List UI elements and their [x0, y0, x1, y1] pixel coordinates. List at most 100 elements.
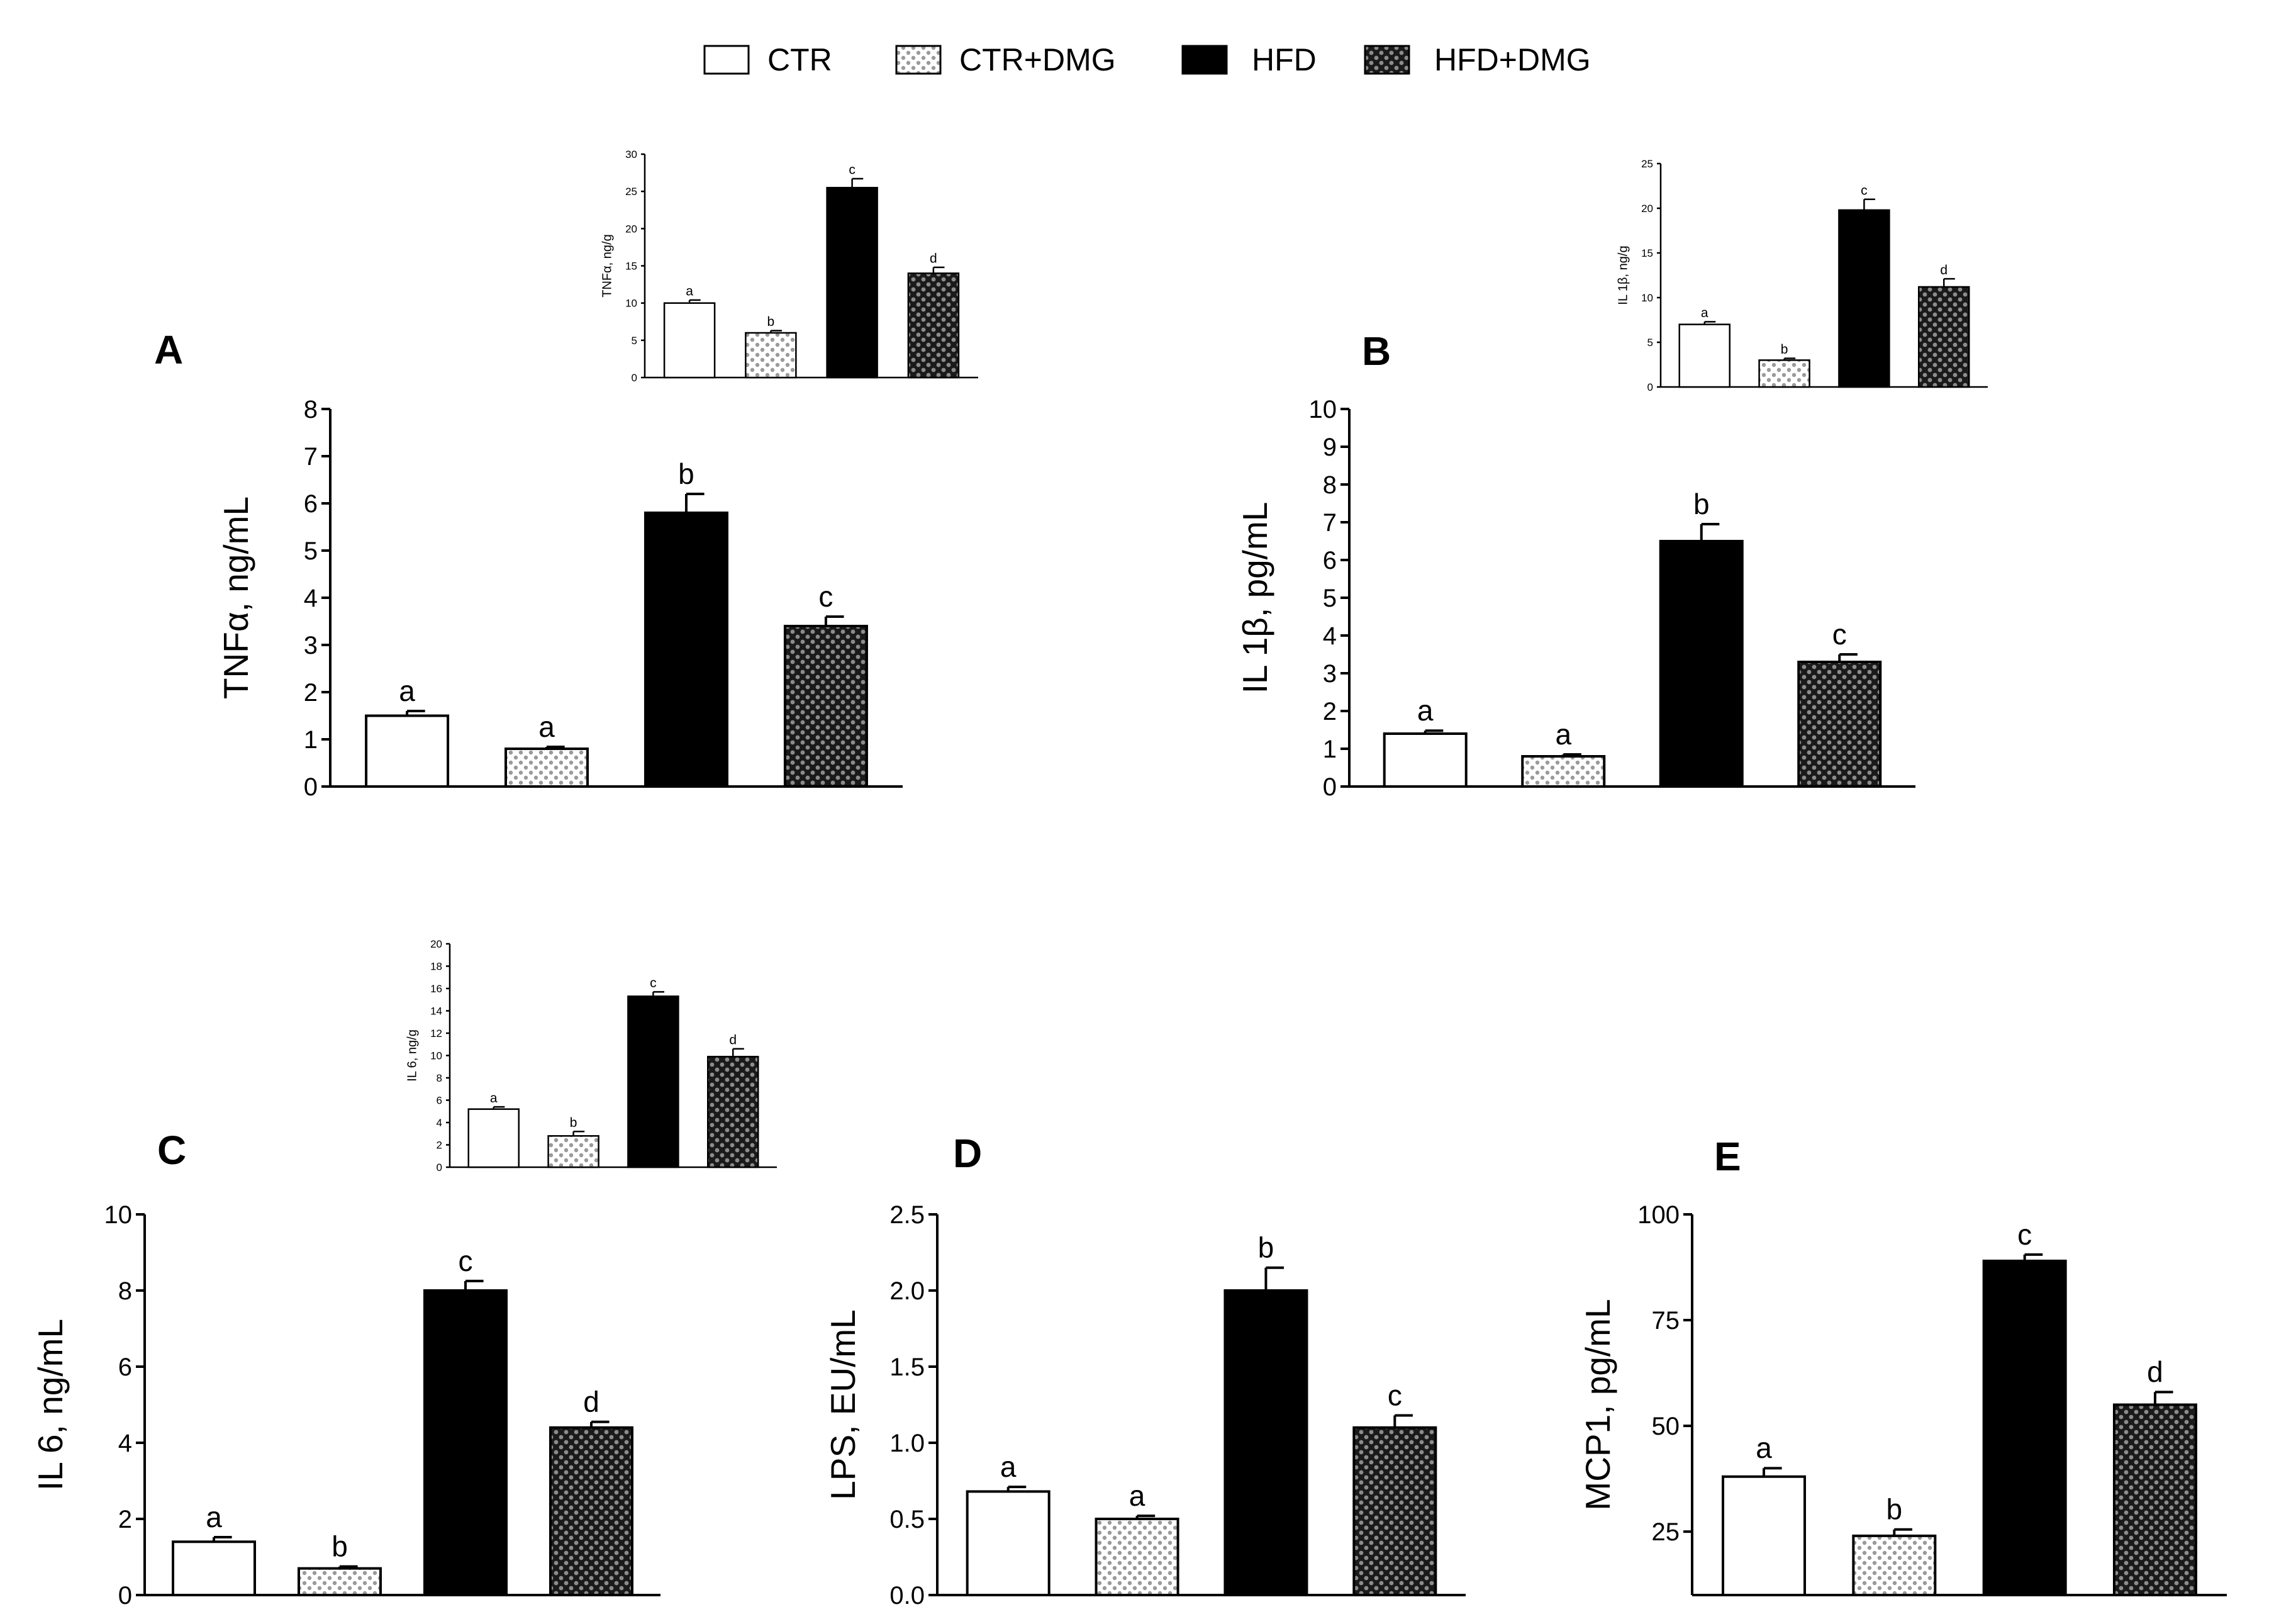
- legend-swatch-ctr: [703, 45, 750, 75]
- panel-letter-e: E: [1714, 1134, 1741, 1179]
- y-tick-label-a-main: 2: [304, 679, 318, 707]
- sig-letter-b-inset-hfd-dmg: d: [1940, 263, 1948, 277]
- sig-letter-e-main-hfd-dmg: d: [2147, 1355, 2163, 1388]
- y-tick-label-d-main: 2.5: [889, 1201, 925, 1229]
- sig-letter-a-main-hfd-dmg: c: [818, 580, 833, 613]
- y-axis-title-c-main: IL 6, ng/mL: [31, 1319, 70, 1491]
- y-tick-label-a-main: 5: [304, 537, 318, 565]
- bar-c-inset-hfd: [627, 995, 679, 1168]
- y-tick-label-c-inset: 0: [437, 1162, 442, 1173]
- bar-c-main-ctr-dmg: [298, 1567, 382, 1596]
- y-tick-label-a-inset: 25: [625, 186, 637, 198]
- bar-a-inset-ctr: [663, 302, 716, 379]
- y-tick-label-b-main: 4: [1323, 622, 1337, 650]
- y-axis-title-a-main: TNFα, ng/mL: [216, 496, 255, 699]
- y-tick-label-e-main: 25: [1652, 1518, 1680, 1546]
- y-axis-title-d-main: LPS, EU/mL: [823, 1309, 862, 1500]
- chart-c-main: 0 2 4 6 8 10 IL 6, ng/mL a b c d: [31, 1201, 660, 1610]
- sig-letter-d-main-hfd-dmg: c: [1388, 1379, 1402, 1411]
- bar-c-inset-ctr: [467, 1108, 520, 1168]
- y-tick-label-d-main: 1.0: [889, 1430, 925, 1457]
- y-tick-label-b-main: 3: [1323, 660, 1337, 688]
- y-tick-label-a-main: 8: [304, 396, 318, 423]
- sig-letter-b-main-hfd-dmg: c: [1832, 618, 1847, 651]
- chart-a-inset: 0 5 10 15 20 25 30 TNFα, ng/g a b c d: [600, 148, 978, 384]
- y-tick-label-c-inset: 14: [430, 1005, 442, 1017]
- y-tick-label-c-inset: 2: [437, 1139, 442, 1151]
- y-tick-label-b-inset: 15: [1641, 247, 1653, 259]
- y-tick-label-d-main: 0.0: [889, 1582, 925, 1610]
- bar-e-main-hfd-dmg: [2112, 1403, 2197, 1596]
- y-tick-label-b-main: 5: [1323, 585, 1337, 612]
- y-tick-label-c-main: 6: [118, 1353, 132, 1381]
- bar-d-main-ctr-dmg: [1095, 1518, 1179, 1596]
- y-axis-title-c-inset: IL 6, ng/g: [405, 1029, 419, 1082]
- chart-c-inset: 0 2 4 6 8 10 12 14 16 18 20 IL 6, ng/g a b c d: [405, 938, 777, 1173]
- bar-a-main-hfd: [644, 512, 728, 788]
- bar-d-main-hfd: [1223, 1289, 1308, 1596]
- y-tick-label-d-main: 2.0: [889, 1277, 925, 1305]
- sig-letter-d-main-ctr: a: [1000, 1450, 1017, 1483]
- y-tick-label-a-inset: 0: [632, 372, 637, 384]
- y-tick-label-c-inset: 6: [437, 1094, 442, 1106]
- bar-d-main-hfd-dmg: [1352, 1426, 1437, 1597]
- y-tick-label-c-inset: 4: [437, 1117, 442, 1129]
- y-tick-label-c-inset: 12: [430, 1028, 442, 1039]
- sig-letter-e-main-ctr-dmg: b: [1886, 1493, 1903, 1526]
- y-tick-label-b-main: 2: [1323, 698, 1337, 725]
- bar-a-inset-ctr-dmg: [745, 332, 797, 379]
- chart-b-inset: 0 5 10 15 20 25 IL 1β, ng/g a b c d: [1616, 158, 1988, 393]
- legend-label-hfd-dmg: HFD+DMG: [1434, 42, 1591, 77]
- sig-letter-b-main-ctr: a: [1417, 694, 1434, 727]
- y-tick-label-a-main: 0: [304, 773, 318, 801]
- y-axis-title-e-main: MCP1, pg/mL: [1578, 1299, 1617, 1510]
- sig-letter-a-main-hfd: b: [678, 457, 694, 490]
- sig-letter-a-inset-ctr-dmg: b: [767, 315, 775, 329]
- bar-b-main-hfd: [1659, 540, 1744, 788]
- y-tick-label-a-main: 7: [304, 443, 318, 471]
- sig-letter-a-inset-ctr: a: [686, 284, 693, 299]
- bar-e-main-ctr: [1722, 1475, 1807, 1597]
- y-tick-label-c-inset: 8: [437, 1072, 442, 1084]
- sig-letter-b-inset-ctr-dmg: b: [1781, 342, 1788, 357]
- y-tick-label-b-inset: 20: [1641, 203, 1653, 215]
- sig-letter-c-main-hfd: c: [459, 1245, 473, 1277]
- chart-d-main: 0.0 0.5 1.0 1.5 2.0 2.5 LPS, EU/mL a a b c: [823, 1201, 1466, 1610]
- bar-c-inset-ctr-dmg: [547, 1135, 599, 1168]
- bar-e-main-hfd: [1982, 1259, 2067, 1596]
- bar-b-main-hfd-dmg: [1797, 661, 1882, 788]
- y-tick-label-e-main: 75: [1652, 1307, 1680, 1335]
- legend-item-hfd-dmg: HFD+DMG: [1364, 42, 1591, 77]
- sig-letter-b-main-ctr-dmg: a: [1555, 718, 1571, 751]
- sig-letter-b-inset-ctr: a: [1701, 306, 1708, 320]
- y-tick-label-a-main: 1: [304, 726, 318, 754]
- sig-letter-c-main-hfd-dmg: d: [583, 1386, 599, 1418]
- y-tick-label-a-inset: 10: [625, 298, 637, 310]
- panel-letter-d: D: [953, 1131, 982, 1176]
- y-tick-label-b-main: 0: [1323, 773, 1337, 801]
- y-tick-label-c-inset: 10: [430, 1050, 442, 1061]
- bar-b-inset-ctr: [1678, 323, 1731, 388]
- legend-label-hfd: HFD: [1252, 42, 1317, 77]
- legend-swatch-hfd-dmg: [1364, 45, 1410, 75]
- sig-letter-c-main-ctr: a: [206, 1501, 222, 1533]
- y-tick-label-b-main: 9: [1323, 434, 1337, 461]
- bar-b-inset-hfd: [1838, 209, 1890, 388]
- bar-c-main-ctr: [172, 1540, 256, 1597]
- y-tick-label-a-inset: 5: [632, 335, 637, 347]
- y-tick-label-a-inset: 30: [625, 148, 637, 160]
- sig-letter-c-inset-hfd: c: [650, 976, 657, 990]
- sig-letter-a-main-ctr: a: [399, 675, 415, 707]
- y-tick-label-a-main: 6: [304, 490, 318, 518]
- bar-c-main-hfd: [423, 1289, 508, 1596]
- y-tick-label-b-main: 6: [1323, 547, 1337, 574]
- bar-c-main-hfd-dmg: [549, 1426, 633, 1597]
- y-tick-label-e-main: 50: [1652, 1413, 1680, 1440]
- bar-b-main-ctr: [1383, 732, 1468, 788]
- legend-label-ctr-dmg: CTR+DMG: [959, 42, 1116, 77]
- sig-letter-e-main-ctr: a: [1756, 1431, 1772, 1464]
- y-tick-label-a-inset: 15: [625, 260, 637, 272]
- y-tick-label-b-main: 8: [1323, 471, 1337, 499]
